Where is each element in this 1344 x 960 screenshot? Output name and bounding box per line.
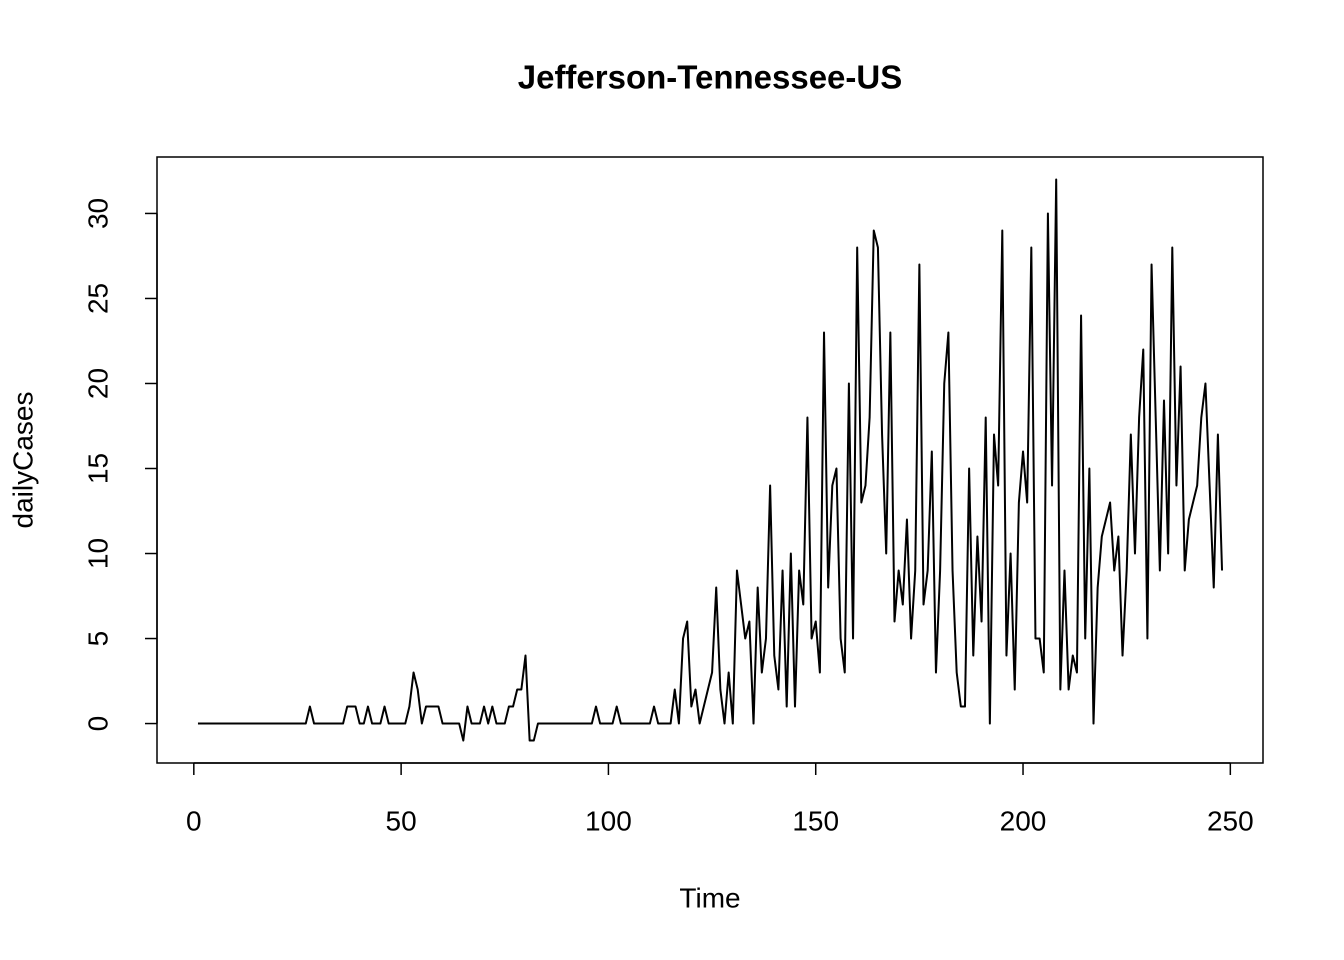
- plot-box: [156, 156, 1264, 764]
- chart-title: Jefferson-Tennessee-US: [518, 59, 903, 96]
- y-axis-label: dailyCases: [7, 392, 38, 529]
- x-tick-label: 150: [792, 805, 839, 836]
- y-tick-label: 5: [82, 631, 113, 647]
- y-tick-label: 30: [82, 198, 113, 229]
- y-tick-label: 0: [82, 716, 113, 732]
- x-tick-label: 50: [386, 805, 417, 836]
- y-tick-label: 10: [82, 538, 113, 569]
- series-line: [197, 178, 1224, 742]
- x-tick-label: 0: [186, 805, 202, 836]
- x-axis-label: Time: [679, 882, 740, 913]
- y-tick-label: 20: [82, 368, 113, 399]
- x-tick-label: 200: [1000, 805, 1047, 836]
- x-tick-label: 250: [1207, 805, 1254, 836]
- y-tick-label: 15: [82, 453, 113, 484]
- x-tick-label: 100: [585, 805, 632, 836]
- y-tick-label: 25: [82, 283, 113, 314]
